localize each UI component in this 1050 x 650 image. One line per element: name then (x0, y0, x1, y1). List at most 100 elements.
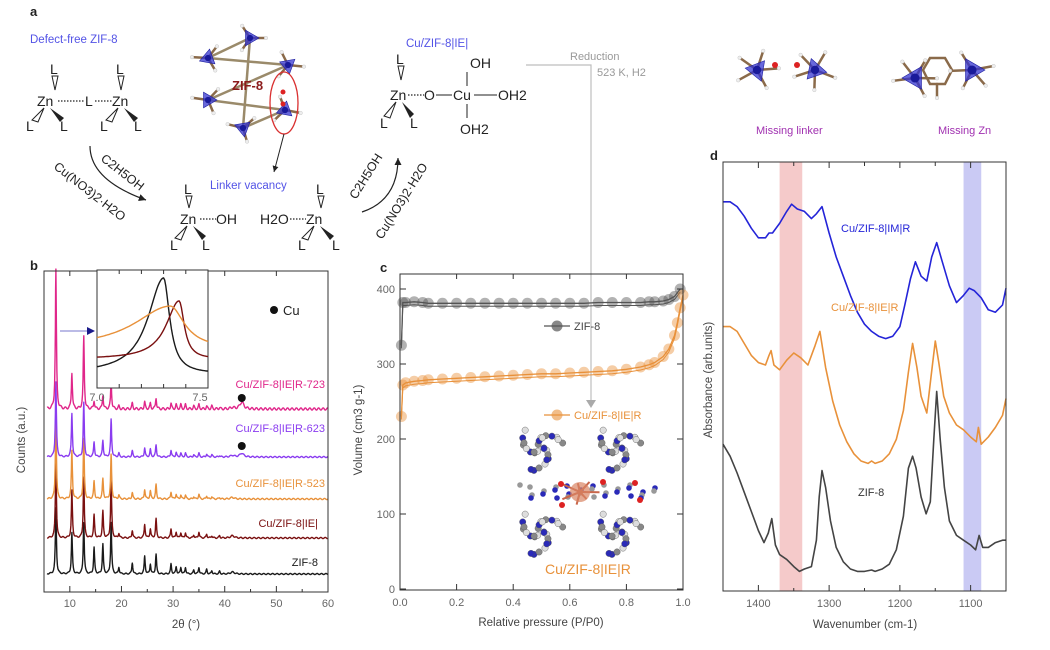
atom (637, 439, 645, 447)
isotherm-point (649, 296, 661, 308)
atom (618, 445, 626, 452)
x-tick-label: 20 (115, 598, 127, 610)
oxygen-atom (772, 62, 778, 68)
atom (559, 523, 567, 531)
oxygen-atom (637, 497, 643, 503)
h-atom (278, 94, 283, 99)
zn-atom (239, 124, 247, 132)
ir-series-0 (723, 201, 1007, 340)
cu-cluster-structure-inset (516, 426, 660, 558)
hydroxyl-label: OH (216, 211, 237, 227)
isotherm-point (643, 359, 655, 371)
panel-c-label: c (380, 260, 387, 275)
isotherm-point (493, 370, 505, 382)
zn-atom (204, 54, 212, 62)
h-atom (948, 68, 953, 73)
atom (554, 436, 562, 444)
isotherm-point (635, 361, 647, 373)
isotherm-point (479, 297, 491, 309)
atom (527, 549, 535, 557)
atom (540, 491, 546, 497)
ligand-label: L (184, 181, 192, 197)
ir-series-2 (722, 390, 1006, 573)
isotherm-point (451, 297, 463, 309)
missing-linker-label: Missing linker (756, 125, 823, 137)
atom (521, 510, 529, 518)
isotherm-point (550, 297, 562, 309)
y-tick-label: 200 (377, 434, 395, 446)
x-tick-label: 1200 (888, 598, 912, 610)
isotherm-point (395, 411, 407, 422)
h-atom (764, 85, 769, 90)
atom (540, 529, 548, 536)
h-atom (960, 86, 965, 91)
x-tick-label: 10 (64, 598, 76, 610)
atom (599, 510, 607, 518)
atom (614, 489, 620, 495)
reduction-path-line (526, 64, 592, 400)
zn-atom (284, 61, 292, 69)
x-tick-label: 60 (322, 598, 334, 610)
reduction-arrowhead (586, 400, 596, 408)
h-atom (776, 66, 781, 71)
h-atom (922, 93, 927, 98)
cu-atom-label: Cu (453, 87, 471, 103)
atom (535, 548, 543, 556)
atom (608, 532, 616, 540)
zn-atom (281, 106, 289, 114)
inset-series-2 (96, 305, 209, 343)
h-atom (798, 52, 803, 57)
isotherm-point (400, 377, 412, 389)
x-tick-label: 1400 (746, 598, 770, 610)
zn-atom-label: Zn (180, 211, 196, 227)
isotherm-point (669, 330, 681, 341)
ligand-label: L (60, 118, 68, 134)
x-tick-label: 0.2 (449, 597, 464, 609)
atom (559, 439, 567, 447)
atom (618, 529, 626, 536)
linker-vacancy-title: Linker vacancy (210, 180, 287, 192)
isotherm-line-0 (400, 288, 681, 346)
isotherm-point (643, 296, 655, 308)
panel-b-xrd-chart: b 10 20 30 40 50 60 Counts (a.u.) 2θ (°) Cu C… (16, 258, 334, 631)
ligand-label: L (100, 118, 108, 134)
atom (605, 549, 613, 557)
oxygen-atom (794, 62, 800, 68)
atom (626, 432, 634, 440)
atom (548, 432, 556, 440)
y-tick-label: 300 (377, 359, 395, 371)
zn-atom (810, 65, 820, 75)
ligand-label: L (410, 115, 418, 131)
ligand-label: L (134, 118, 142, 134)
isotherm-line-1 (400, 294, 684, 417)
ligand-label: L (202, 237, 210, 253)
ir-label-im: Cu/ZIF-8|IM|R (841, 223, 910, 235)
xrd-series-3 (46, 381, 329, 459)
atom (589, 486, 595, 492)
reaction-arrow (361, 157, 402, 213)
h-atom (923, 58, 928, 63)
h-atom (211, 111, 216, 116)
atom (651, 488, 657, 494)
atom (637, 523, 645, 531)
h-atom (833, 75, 838, 80)
isotherm-point (669, 291, 681, 302)
x-tick-label: 0.4 (506, 597, 521, 609)
isotherm-point (493, 297, 505, 309)
missing-zn-molecule (891, 50, 996, 100)
h-atom (240, 23, 245, 28)
atom (626, 485, 632, 491)
legend-zif8-label: ZIF-8 (574, 321, 600, 333)
ligand-label: L (316, 181, 324, 197)
atom (517, 482, 523, 488)
isotherm-point (606, 297, 618, 308)
oxygen-atom (558, 481, 564, 487)
linker-bond (207, 98, 286, 112)
atom (523, 445, 530, 452)
atom (605, 465, 613, 473)
h-atom (298, 111, 303, 116)
isotherm-point (479, 371, 491, 383)
xrd-series-1 (46, 461, 329, 540)
isotherm-point (436, 373, 448, 385)
panel-b-xlabel: 2θ (°) (172, 619, 200, 631)
